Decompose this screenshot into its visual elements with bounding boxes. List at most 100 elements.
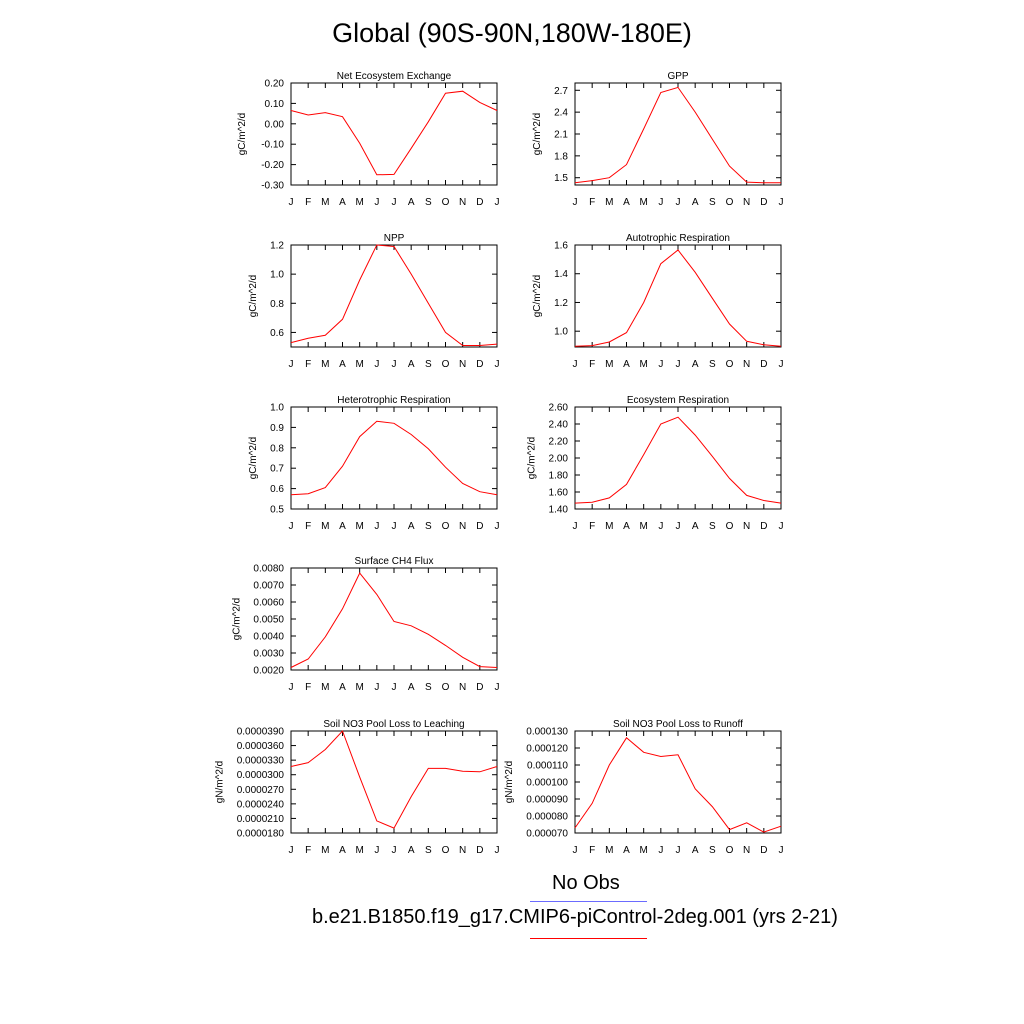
y-tick-label: 2.4 [554,108,568,119]
series-line [290,90,498,176]
x-tick-label: D [760,521,767,532]
x-tick-label: F [589,359,595,370]
y-tick-label: 0.000090 [526,795,568,806]
x-tick-label: J [374,845,379,856]
series-line [290,420,498,496]
chart-title: Net Ecosystem Exchange [337,71,452,82]
x-tick-label: M [321,521,329,532]
y-tick-label: 0.000130 [526,727,568,738]
x-tick-label: N [459,845,466,856]
y-tick-label: 0.0000180 [237,829,285,840]
x-tick-label: S [425,682,432,693]
x-tick-label: M [639,359,647,370]
y-tick-label: 0.0030 [253,649,284,660]
x-tick-label: F [305,521,311,532]
x-tick-label: J [779,845,784,856]
chart-title: Ecosystem Respiration [627,395,729,406]
x-tick-label: S [709,359,716,370]
chart-title: Heterotrophic Respiration [337,395,450,406]
x-tick-label: J [573,845,578,856]
x-tick-label: S [709,845,716,856]
x-tick-label: M [321,845,329,856]
y-tick-label: 2.20 [549,437,569,448]
x-tick-label: A [408,197,415,208]
y-tick-label: 0.8 [270,299,284,310]
x-tick-label: S [425,197,432,208]
x-tick-label: J [289,845,294,856]
y-axis-label: gC/m^2/d [248,275,259,318]
legend-model-line [530,938,647,939]
x-tick-label: A [692,845,699,856]
x-tick-label: A [408,359,415,370]
x-tick-label: A [408,845,415,856]
x-tick-label: J [392,682,397,693]
x-tick-label: D [476,197,483,208]
x-tick-label: J [573,197,578,208]
y-axis-label: gC/m^2/d [532,275,543,318]
y-tick-label: 0.0000300 [237,770,285,781]
y-tick-label: 2.1 [554,130,568,141]
y-tick-label: 2.00 [549,454,569,465]
x-tick-label: M [355,521,363,532]
x-tick-label: A [408,521,415,532]
x-tick-label: A [692,197,699,208]
y-tick-label: 0.0060 [253,598,284,609]
y-tick-label: 0.0050 [253,615,284,626]
y-tick-label: 1.6 [554,241,568,252]
y-tick-label: 0.0000390 [237,727,285,738]
x-tick-label: O [726,359,734,370]
x-tick-label: M [321,359,329,370]
y-tick-label: 0.0070 [253,581,284,592]
x-tick-label: M [605,359,613,370]
series-line [290,244,498,346]
x-tick-label: J [392,359,397,370]
x-tick-label: A [623,521,630,532]
y-axis-label: gC/m^2/d [527,437,538,480]
x-tick-label: M [639,521,647,532]
x-tick-label: J [676,197,681,208]
legend-model-label: b.e21.B1850.f19_g17.CMIP6-piControl-2deg… [312,906,838,928]
y-axis-label: gC/m^2/d [532,113,543,156]
x-tick-label: M [605,845,613,856]
x-tick-label: N [743,197,750,208]
x-tick-label: J [658,521,663,532]
x-tick-label: D [760,359,767,370]
plot-frame [290,82,498,186]
y-axis-label: gC/m^2/d [237,113,248,156]
x-tick-label: J [495,359,500,370]
x-tick-label: N [743,359,750,370]
y-tick-label: 0.0000330 [237,756,285,767]
x-tick-label: J [495,845,500,856]
x-tick-label: M [605,521,613,532]
x-tick-label: J [573,359,578,370]
x-tick-label: M [639,197,647,208]
y-axis-label: gN/m^2/d [215,761,226,804]
plot-frame [574,82,782,186]
x-tick-label: A [692,359,699,370]
x-tick-label: O [442,521,450,532]
y-tick-label: 0.9 [270,423,284,434]
x-tick-label: J [495,197,500,208]
x-tick-label: N [459,682,466,693]
plot-frame [290,244,498,348]
x-tick-label: J [289,682,294,693]
y-tick-label: 0.8 [270,443,284,454]
x-tick-label: N [743,521,750,532]
y-tick-label: 0.7 [270,464,284,475]
plot-frame [290,730,498,834]
x-tick-label: O [442,845,450,856]
y-tick-label: 1.60 [549,488,569,499]
x-tick-label: O [442,197,450,208]
x-tick-label: J [289,197,294,208]
series-line [574,737,782,833]
x-tick-label: A [339,682,346,693]
chart-title: GPP [667,71,688,82]
y-tick-label: -0.10 [261,140,284,151]
y-tick-label: 0.0080 [253,564,284,575]
x-tick-label: D [476,682,483,693]
